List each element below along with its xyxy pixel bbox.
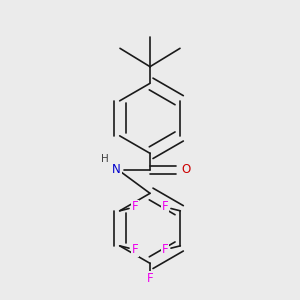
Text: F: F (132, 243, 138, 256)
Text: H: H (101, 154, 109, 164)
Text: F: F (147, 272, 153, 285)
Text: N: N (112, 164, 121, 176)
Text: F: F (132, 200, 138, 214)
Text: F: F (162, 243, 168, 256)
Text: O: O (181, 164, 190, 176)
Text: F: F (162, 200, 168, 214)
